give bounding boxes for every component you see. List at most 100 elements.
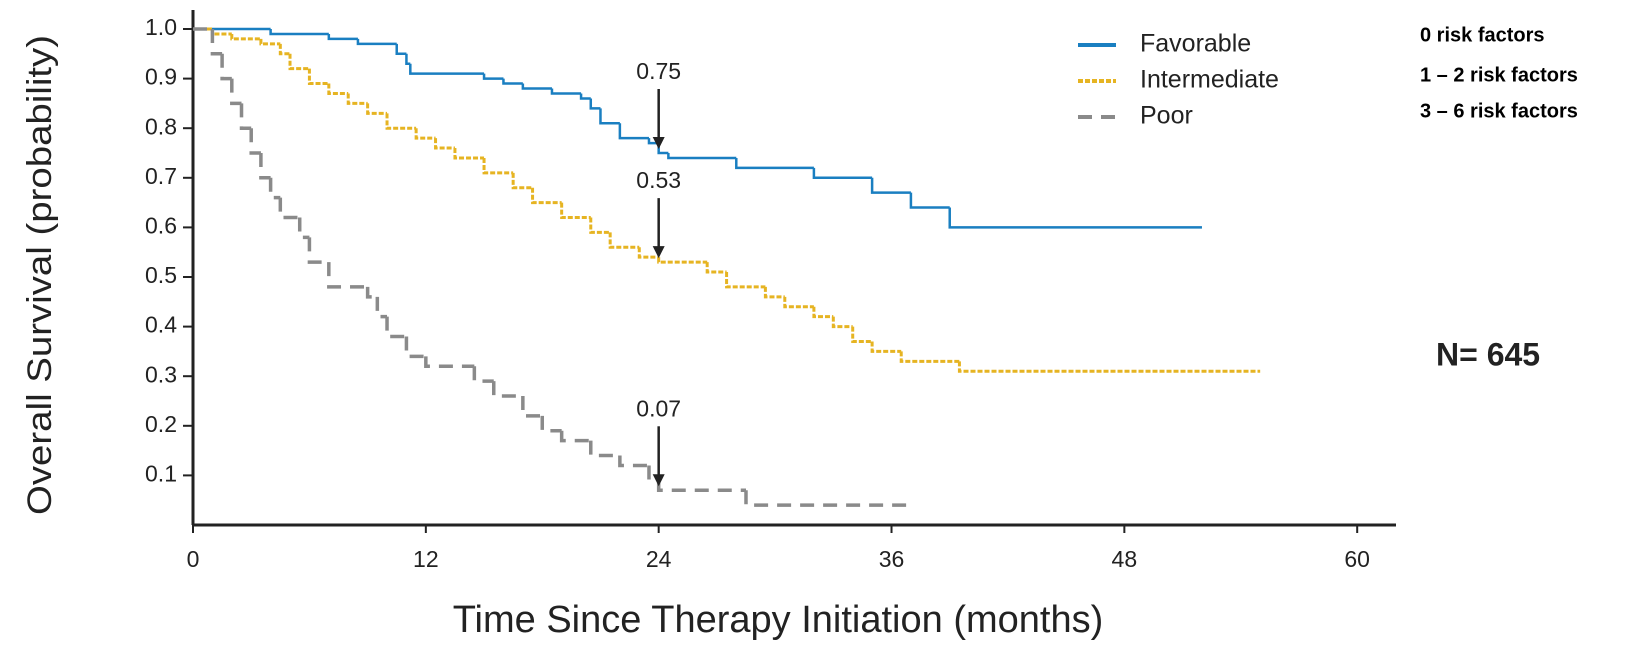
- survival-step: [356, 38, 397, 46]
- survival-step: [812, 167, 873, 180]
- y-axis-title: Overall Survival (probability): [21, 35, 59, 515]
- survival-step: [589, 440, 620, 458]
- survival-step: [657, 257, 708, 264]
- survival-step: [434, 138, 455, 150]
- survival-step: [656, 480, 746, 493]
- survival-step: [647, 138, 659, 145]
- survival-step: [424, 356, 475, 369]
- survival-step: [414, 128, 436, 140]
- side-note: 3 – 6 risk factors: [1420, 100, 1578, 122]
- survival-step: [482, 157, 514, 175]
- survival-step: [269, 29, 329, 36]
- survival-step: [531, 187, 562, 205]
- survival-step: [472, 366, 494, 383]
- survival-step: [409, 63, 485, 75]
- x-tick-label: 36: [879, 546, 905, 572]
- survival-step: [550, 88, 582, 95]
- y-tick-label: 0.1: [145, 460, 177, 486]
- survival-step: [705, 262, 727, 274]
- survival-step: [268, 177, 281, 200]
- survival-step: [220, 53, 232, 81]
- x-tick-label: 60: [1344, 546, 1370, 572]
- survival-step: [327, 83, 349, 95]
- survival-step: [278, 43, 291, 56]
- survival-step: [259, 38, 281, 46]
- legend-label: Poor: [1140, 102, 1193, 130]
- survival-step: [589, 217, 611, 234]
- arrow-head: [652, 474, 665, 487]
- legend-label: Intermediate: [1140, 66, 1279, 94]
- survival-step: [744, 490, 911, 507]
- y-tick-label: 1.0: [145, 14, 177, 40]
- annotation-label: 0.07: [636, 395, 681, 421]
- y-tick-label: 0.5: [145, 262, 177, 288]
- survival-step: [589, 98, 601, 110]
- x-axis-title: Time Since Therapy Initiation (months): [453, 599, 1104, 641]
- survival-step: [559, 430, 591, 443]
- side-note: 0 risk factors: [1420, 24, 1545, 46]
- y-tick-label: 0.7: [145, 163, 177, 189]
- survival-step: [725, 272, 766, 289]
- survival-step: [365, 286, 378, 299]
- survival-step: [230, 33, 261, 41]
- annotation-label: 0.75: [636, 58, 681, 84]
- survival-step: [783, 296, 814, 309]
- survival-step: [405, 53, 411, 65]
- survival-step: [210, 29, 223, 56]
- y-tick-label: 0.9: [145, 64, 177, 90]
- survival-step: [667, 153, 737, 160]
- survival-step: [560, 202, 591, 219]
- x-tick-label: 0: [187, 546, 200, 572]
- survival-step: [521, 396, 543, 418]
- survival-step: [230, 78, 242, 106]
- survival-step: [288, 53, 310, 71]
- x-tick-label: 48: [1112, 546, 1138, 572]
- x-tick-label: 24: [646, 546, 672, 572]
- survival-step: [812, 306, 834, 319]
- survival-step: [404, 336, 426, 359]
- survival-step: [618, 455, 649, 468]
- survival-step: [375, 296, 388, 319]
- survival-step: [647, 465, 659, 483]
- survival-step: [385, 316, 407, 339]
- survival-step: [327, 262, 368, 289]
- survival-step: [453, 148, 485, 160]
- survival-step: [851, 326, 873, 343]
- survival-step: [948, 207, 1202, 229]
- survival-step: [637, 247, 659, 259]
- survival-step: [763, 286, 785, 299]
- survival-step: [366, 103, 388, 115]
- survival-step: [870, 341, 902, 353]
- sample-size: N= 645: [1436, 336, 1540, 372]
- survival-step: [899, 351, 960, 363]
- survival-step: [239, 103, 252, 130]
- annotation-label: 0.53: [636, 167, 681, 193]
- x-tick-label: 12: [413, 546, 439, 572]
- survival-step: [511, 172, 533, 190]
- survival-step: [608, 232, 640, 249]
- survival-step: [278, 197, 300, 220]
- survival-step: [909, 192, 950, 209]
- survival-step: [579, 93, 591, 100]
- survival-step: [957, 361, 1261, 373]
- survival-step: [618, 123, 649, 140]
- arrow-head: [652, 246, 665, 259]
- survival-step: [385, 113, 417, 130]
- legend-label: Favorable: [1140, 30, 1251, 58]
- y-tick-label: 0.2: [145, 411, 177, 437]
- survival-step: [297, 217, 310, 240]
- survival-step: [259, 153, 271, 180]
- survival-step: [492, 381, 523, 398]
- arrow-head: [652, 137, 665, 149]
- survival-step: [482, 73, 504, 80]
- survival-step: [870, 177, 911, 194]
- y-tick-label: 0.6: [145, 212, 177, 238]
- side-note: 1 – 2 risk factors: [1420, 64, 1578, 86]
- y-tick-label: 0.4: [145, 312, 177, 338]
- survival-step: [735, 157, 814, 170]
- survival-step: [395, 43, 407, 56]
- survival-step: [502, 78, 523, 85]
- y-tick-label: 0.8: [145, 113, 177, 139]
- survival-step: [831, 316, 853, 329]
